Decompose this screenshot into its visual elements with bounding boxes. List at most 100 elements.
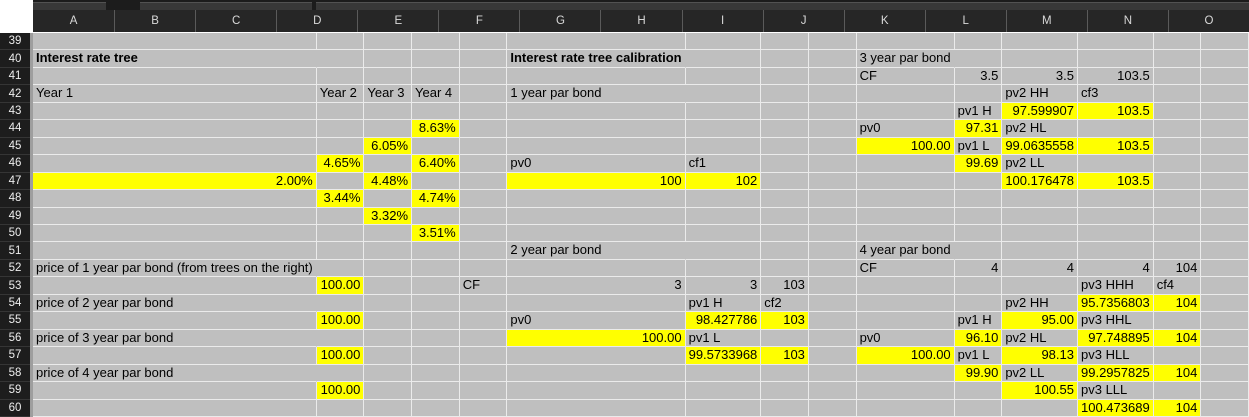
cell-D48[interactable]: 4.74% xyxy=(412,190,460,208)
col-header-H[interactable]: H xyxy=(600,10,681,32)
cell-N58[interactable]: 104 xyxy=(1153,364,1202,383)
cell-C49[interactable]: 3.32% xyxy=(364,207,413,225)
cell-M40[interactable] xyxy=(1078,50,1154,68)
cell-G52[interactable] xyxy=(685,259,762,278)
cell-F48[interactable] xyxy=(507,190,686,208)
cell-C55[interactable] xyxy=(364,312,413,330)
cell-B51[interactable] xyxy=(316,242,365,260)
cell-A49[interactable] xyxy=(33,207,317,225)
cell-O49[interactable] xyxy=(1201,207,1249,225)
cell-C52[interactable] xyxy=(364,259,413,278)
row-header-56[interactable]: 56 xyxy=(0,330,30,348)
cell-D52[interactable] xyxy=(412,259,460,278)
cell-L58[interactable]: pv2 LL xyxy=(1002,364,1078,383)
cell-C50[interactable] xyxy=(364,224,413,243)
cell-J41[interactable]: CF xyxy=(856,67,955,86)
cell-K44[interactable]: 97.31 xyxy=(954,120,1003,138)
cell-M53[interactable]: pv3 HHH xyxy=(1078,277,1154,295)
cell-B55[interactable]: 100.00 xyxy=(316,312,365,330)
cell-N54[interactable]: 104 xyxy=(1153,294,1202,313)
cell-C42[interactable]: Year 3 xyxy=(364,85,413,103)
cell-D49[interactable] xyxy=(412,207,460,225)
cell-N43[interactable] xyxy=(1153,102,1202,121)
cell-M56[interactable]: 97.748895 xyxy=(1078,329,1154,348)
cell-O56[interactable] xyxy=(1201,329,1249,348)
cell-A59[interactable] xyxy=(33,382,317,400)
cell-B42[interactable]: Year 2 xyxy=(316,85,365,103)
cell-G60[interactable] xyxy=(685,399,762,417)
cell-O48[interactable] xyxy=(1201,190,1249,208)
cell-F52[interactable] xyxy=(507,259,686,278)
cell-G56[interactable]: pv1 L xyxy=(685,329,762,348)
cell-G45[interactable] xyxy=(685,137,762,156)
cell-G47[interactable]: 102 xyxy=(685,172,762,191)
cell-N39[interactable] xyxy=(1153,33,1202,51)
cell-G59[interactable] xyxy=(685,382,762,400)
cell-C43[interactable] xyxy=(364,102,413,121)
cell-E44[interactable] xyxy=(459,120,508,138)
cell-H49[interactable] xyxy=(761,207,809,225)
cell-H51[interactable] xyxy=(761,242,809,260)
cell-F47[interactable]: 100 xyxy=(507,172,686,191)
cell-J50[interactable] xyxy=(856,224,955,243)
col-header-F[interactable]: F xyxy=(438,10,519,32)
cell-H54[interactable]: cf2 xyxy=(761,294,809,313)
row-header-55[interactable]: 55 xyxy=(0,312,30,330)
cell-D44[interactable]: 8.63% xyxy=(412,120,460,138)
cell-D45[interactable] xyxy=(412,137,460,156)
cell-H55[interactable]: 103 xyxy=(761,312,809,330)
col-header-L[interactable]: L xyxy=(924,10,1006,32)
cell-D40[interactable] xyxy=(412,50,460,68)
cell-H56[interactable] xyxy=(761,329,809,348)
cell-D39[interactable] xyxy=(412,33,460,51)
cell-H43[interactable] xyxy=(761,102,809,121)
cell-D53[interactable] xyxy=(412,277,460,295)
cell-F40[interactable]: Interest rate tree calibration xyxy=(507,50,686,68)
cell-L50[interactable] xyxy=(1002,224,1078,243)
col-header-E[interactable]: E xyxy=(357,10,438,32)
cell-H41[interactable] xyxy=(761,67,809,86)
cell-A43[interactable] xyxy=(33,102,317,121)
cell-B39[interactable] xyxy=(316,33,365,51)
cell-E59[interactable] xyxy=(459,382,508,400)
cell-M58[interactable]: 99.2957825 xyxy=(1078,364,1154,383)
cell-J59[interactable] xyxy=(856,382,955,400)
cell-L55[interactable]: 95.00 xyxy=(1002,312,1078,330)
cell-A40[interactable]: Interest rate tree xyxy=(33,50,317,68)
cell-M59[interactable]: pv3 LLL xyxy=(1078,382,1154,400)
cell-C60[interactable] xyxy=(364,399,413,417)
cell-K48[interactable] xyxy=(954,190,1003,208)
cell-O43[interactable] xyxy=(1201,102,1249,121)
cell-B59[interactable]: 100.00 xyxy=(316,382,365,400)
cell-E41[interactable] xyxy=(459,67,508,86)
cell-C54[interactable] xyxy=(364,294,413,313)
cell-D54[interactable] xyxy=(412,294,460,313)
cell-C44[interactable] xyxy=(364,120,413,138)
cell-K52[interactable]: 4 xyxy=(954,259,1003,278)
cell-I47[interactable] xyxy=(808,172,857,191)
cell-H53[interactable]: 103 xyxy=(761,277,809,295)
cell-G51[interactable] xyxy=(685,242,762,260)
cell-F49[interactable] xyxy=(507,207,686,225)
cell-O40[interactable] xyxy=(1201,50,1249,68)
cell-J56[interactable]: pv0 xyxy=(856,329,955,348)
cell-I58[interactable] xyxy=(808,364,857,383)
cell-M57[interactable]: pv3 HLL xyxy=(1078,347,1154,365)
cell-K42[interactable] xyxy=(954,85,1003,103)
cell-J45[interactable]: 100.00 xyxy=(856,137,955,156)
cell-F42[interactable]: 1 year par bond xyxy=(507,85,686,103)
cell-L51[interactable] xyxy=(1002,242,1078,260)
cell-F41[interactable] xyxy=(507,67,686,86)
col-header-A[interactable]: A xyxy=(69,15,78,27)
cell-A50[interactable] xyxy=(33,224,317,243)
cell-I54[interactable] xyxy=(808,294,857,313)
cell-F59[interactable] xyxy=(507,382,686,400)
cell-A57[interactable] xyxy=(33,347,317,365)
cell-E42[interactable] xyxy=(459,85,508,103)
row-header-45[interactable]: 45 xyxy=(0,138,30,156)
cell-C46[interactable] xyxy=(364,155,413,173)
cell-D50[interactable]: 3.51% xyxy=(412,224,460,243)
cell-F44[interactable] xyxy=(507,120,686,138)
cell-H50[interactable] xyxy=(761,224,809,243)
cell-I40[interactable] xyxy=(808,50,857,68)
